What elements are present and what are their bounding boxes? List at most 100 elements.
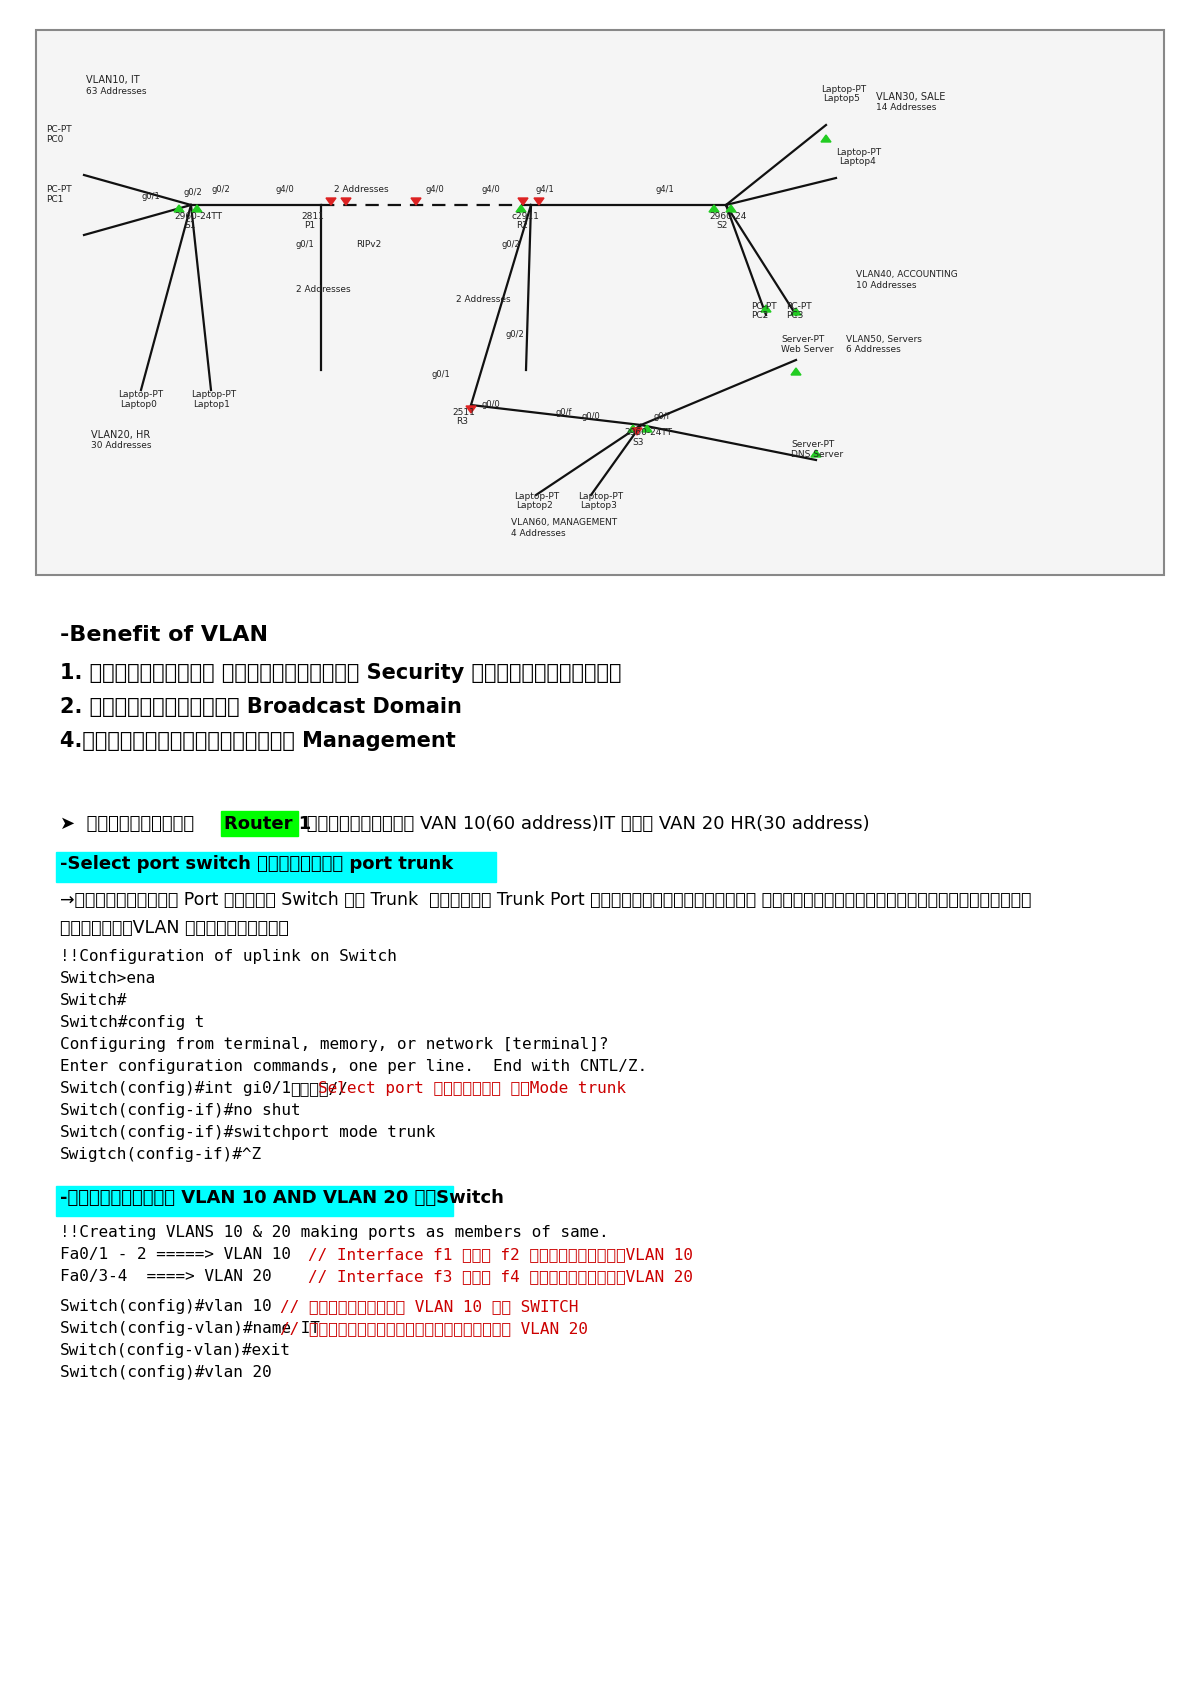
Text: Laptop-PT: Laptop-PT <box>578 492 623 501</box>
Polygon shape <box>466 406 476 413</box>
Text: // Interface f3 នឹង f4 ក្រឹមក្នុងVLAN 20: // Interface f3 នឹង f4 ក្រឹមក្នុងVLAN 20 <box>308 1268 694 1284</box>
Text: c2911: c2911 <box>512 212 540 221</box>
Text: g4/0: g4/0 <box>481 185 499 194</box>
Text: R2: R2 <box>516 221 528 229</box>
Text: Laptop-PT: Laptop-PT <box>514 492 559 501</box>
Text: g0/2: g0/2 <box>502 239 520 250</box>
Text: VLAN30, SALE: VLAN30, SALE <box>876 92 946 102</box>
Text: Laptop-PT: Laptop-PT <box>118 391 163 399</box>
Text: // Interface f1 នឹង f2 ក្រឹមក្នុងVLAN 10: // Interface f1 នឹង f2 ក្រឹមក្នុងVLAN 10 <box>308 1246 694 1262</box>
Text: Laptop0: Laptop0 <box>120 401 157 409</box>
Polygon shape <box>628 424 638 431</box>
FancyBboxPatch shape <box>56 1185 454 1216</box>
Text: // ក្រុមក្នុង VLAN 10 ទេ SWITCH: // ក្រុមក្នុង VLAN 10 ទេ SWITCH <box>280 1299 578 1314</box>
Polygon shape <box>761 306 772 312</box>
Text: g4/0: g4/0 <box>276 185 295 194</box>
Text: 4 Addresses: 4 Addresses <box>511 530 565 538</box>
Text: Switch#config t: Switch#config t <box>60 1015 204 1031</box>
Polygon shape <box>410 199 421 205</box>
Text: ក្រឹមស្រប់ VAN 10(60 address)IT នឹង VAN 20 HR(30 address): ក្រឹមស្រប់ VAN 10(60 address)IT នឹង VAN … <box>301 815 870 834</box>
FancyBboxPatch shape <box>56 852 496 881</box>
Text: Switch(config-vlan)#exit: Switch(config-vlan)#exit <box>60 1343 292 1358</box>
Text: g0/f: g0/f <box>556 408 572 418</box>
Text: 2960-24: 2960-24 <box>709 212 746 221</box>
Text: 2. ក្រ្មក្រ៉ាបក Broadcast Domain: 2. ក្រ្មក្រ៉ាបក Broadcast Domain <box>60 696 462 717</box>
Text: Switch(config)#vlan 20: Switch(config)#vlan 20 <box>60 1365 271 1380</box>
Text: 1. ក្នុងក្រុម ក្រឹមក្រ៉ាស Security ប័កស្រប់សេរក: 1. ក្នុងក្រុម ក្រឹមក្រ៉ាស Security ប័កស្… <box>60 662 622 683</box>
Text: g0/2: g0/2 <box>506 329 524 340</box>
Text: Fa0/1 - 2 =====> VLAN 10: Fa0/1 - 2 =====> VLAN 10 <box>60 1246 292 1262</box>
Text: S1: S1 <box>184 221 196 229</box>
Text: Laptop5: Laptop5 <box>823 93 860 104</box>
Text: 14 Addresses: 14 Addresses <box>876 104 936 112</box>
Text: VLAN20, HR: VLAN20, HR <box>91 430 150 440</box>
Text: VLAN40, ACCOUNTING: VLAN40, ACCOUNTING <box>856 270 958 278</box>
Text: ➤  ក្រុមក្នុង: ➤ ក្រុមក្នុង <box>60 815 200 834</box>
Polygon shape <box>726 205 736 212</box>
Text: ក្រឹមស័VLAN ក្រុមក្នុង: ក្រឹមស័VLAN ក្រុមក្នុង <box>60 919 289 937</box>
Text: 6 Addresses: 6 Addresses <box>846 345 901 353</box>
Text: Laptop3: Laptop3 <box>580 501 617 509</box>
Polygon shape <box>192 205 202 212</box>
Text: Switch(config-if)#no shut: Switch(config-if)#no shut <box>60 1104 301 1117</box>
Text: 4.ក្រឹមក្រ៉ាសក្រុមក Management: 4.ក្រឹមក្រ៉ាសក្រុមក Management <box>60 732 456 751</box>
Text: Router 1: Router 1 <box>224 815 311 834</box>
Text: Server-PT: Server-PT <box>791 440 834 448</box>
Text: PC0: PC0 <box>46 136 64 144</box>
Text: g0/0: g0/0 <box>481 401 499 409</box>
Text: Enter configuration commands, one per line.  End with CNTL/Z.: Enter configuration commands, one per li… <box>60 1060 647 1075</box>
Text: S3: S3 <box>632 438 643 447</box>
Text: VLAN50, Servers: VLAN50, Servers <box>846 335 922 345</box>
Text: -Select port switch ក្រឹមស័ប port trunk: -Select port switch ក្រឹមស័ប port trunk <box>60 856 454 873</box>
Text: g4/1: g4/1 <box>656 185 674 194</box>
Text: RIPv2: RIPv2 <box>356 239 382 250</box>
Text: 2960-24TT: 2960-24TT <box>174 212 222 221</box>
Text: PC-PT: PC-PT <box>46 185 72 194</box>
Text: Switch(config)#vlan 10: Switch(config)#vlan 10 <box>60 1299 271 1314</box>
Text: Switch(config-if)#switchport mode trunk: Switch(config-if)#switchport mode trunk <box>60 1126 436 1139</box>
Text: Server-PT: Server-PT <box>781 335 824 345</box>
Polygon shape <box>791 307 802 316</box>
Text: 30 Addresses: 30 Addresses <box>91 441 151 450</box>
Text: Switch#: Switch# <box>60 993 127 1009</box>
FancyBboxPatch shape <box>221 812 298 835</box>
Text: Fa0/3-4  ====> VLAN 20: Fa0/3-4 ====> VLAN 20 <box>60 1268 271 1284</box>
Text: g0/1: g0/1 <box>431 370 450 379</box>
Text: →ក្រុមក្នុង Port ក្រឹម Switch ទេ Trunk  ក្នុងក Trunk Port ក្រឹមក្រ៉ាសក្រុម ក្រឹម: →ក្រុមក្នុង Port ក្រឹម Switch ទេ Trunk ក… <box>60 891 1031 908</box>
Polygon shape <box>709 205 719 212</box>
Polygon shape <box>642 424 652 431</box>
Text: g0/2: g0/2 <box>184 188 203 197</box>
Text: PC1: PC1 <box>46 195 64 204</box>
FancyBboxPatch shape <box>36 31 1164 576</box>
Text: Switch(config-vlan)#name IT: Switch(config-vlan)#name IT <box>60 1321 320 1336</box>
Text: Configuring from terminal, memory, or network [terminal]?: Configuring from terminal, memory, or ne… <box>60 1037 608 1053</box>
Text: 63 Addresses: 63 Addresses <box>86 87 146 97</box>
Text: g0/2: g0/2 <box>211 185 229 194</box>
Text: VLAN60, MANAGEMENT: VLAN60, MANAGEMENT <box>511 518 617 526</box>
Text: g0/0: g0/0 <box>581 413 600 421</box>
Polygon shape <box>534 199 544 205</box>
Text: g0/1: g0/1 <box>296 239 314 250</box>
Text: Select port ក្រឹមស័ ទេMode trunk: Select port ក្រឹមស័ ទេMode trunk <box>318 1082 626 1095</box>
Text: PC3: PC3 <box>786 311 803 319</box>
Text: Laptop-PT: Laptop-PT <box>191 391 236 399</box>
Text: 2960-24TT: 2960-24TT <box>624 428 672 436</box>
Text: g0/f: g0/f <box>654 413 671 421</box>
Polygon shape <box>516 205 526 212</box>
Text: !!Configuration of uplink on Switch: !!Configuration of uplink on Switch <box>60 949 397 964</box>
Text: Switch>ena: Switch>ena <box>60 971 156 987</box>
Text: P1: P1 <box>304 221 316 229</box>
Polygon shape <box>632 428 642 435</box>
Text: 2 Addresses: 2 Addresses <box>296 285 350 294</box>
Polygon shape <box>821 136 830 143</box>
Text: Laptop-PT: Laptop-PT <box>821 85 866 93</box>
Text: PC-PT: PC-PT <box>46 126 72 134</box>
Polygon shape <box>518 199 528 205</box>
Text: -ក្រុមក្នុង VLAN 10 AND VLAN 20 ទេSwitch: -ក្រុមក្នុង VLAN 10 AND VLAN 20 ទេSwitch <box>60 1189 504 1207</box>
Text: g4/0: g4/0 <box>426 185 445 194</box>
Text: R3: R3 <box>456 418 468 426</box>
Text: ក្រឹ//: ក្រឹ// <box>290 1082 348 1095</box>
Text: 2 Addresses: 2 Addresses <box>334 185 389 194</box>
Text: Laptop-PT: Laptop-PT <box>836 148 881 156</box>
Text: // ក្រឹមក្រ៉ាសក្រុមក្នុង VLAN 20: // ក្រឹមក្រ៉ាសក្រុមក្នុង VLAN 20 <box>280 1321 588 1336</box>
